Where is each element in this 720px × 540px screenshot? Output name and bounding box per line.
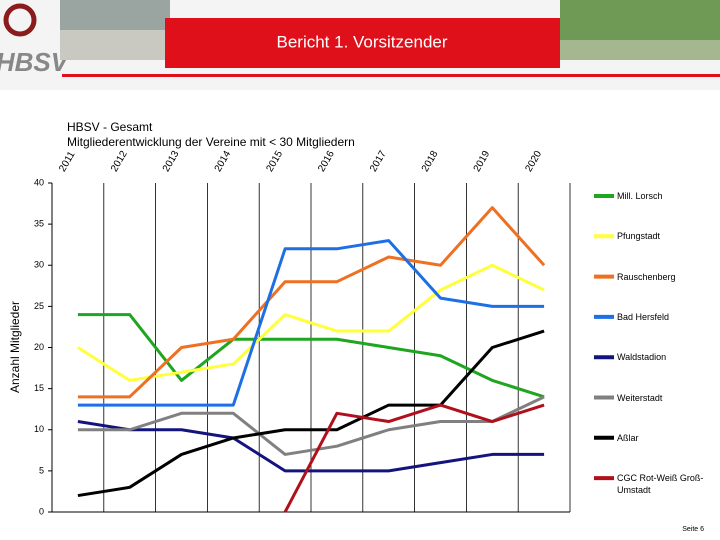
- series-line: [77, 313, 545, 399]
- x-tick-label: 2013: [161, 149, 182, 174]
- y-axis-label: Anzahl Mitglieder: [8, 301, 22, 393]
- x-tick-label: 2020: [523, 149, 544, 174]
- y-tick-label: 25: [34, 301, 44, 311]
- series-line: [77, 239, 545, 407]
- y-tick-label: 30: [34, 260, 44, 270]
- legend-label: Rauschenberg: [617, 271, 676, 282]
- x-tick-label: 2015: [264, 149, 285, 174]
- legend-label: Pfungstadt: [617, 231, 661, 242]
- chart-title: HBSV - Gesamt: [67, 120, 153, 134]
- y-tick-label: 20: [34, 342, 44, 352]
- x-tick-label: 2018: [420, 149, 441, 174]
- photo: [560, 40, 720, 60]
- x-tick-label: 2011: [57, 149, 77, 174]
- series-line: [77, 420, 545, 473]
- series-line: [283, 403, 545, 513]
- legend-label: Waldstadion: [617, 352, 667, 363]
- series-line: [77, 329, 545, 498]
- y-tick-label: 10: [34, 424, 44, 434]
- legend-label: Mill. Lorsch: [617, 191, 663, 201]
- logo: HBSV: [0, 47, 71, 77]
- x-tick-label: 2019: [472, 149, 493, 174]
- y-tick-label: 35: [34, 219, 44, 229]
- x-tick-label: 2017: [368, 149, 389, 174]
- series-line: [77, 206, 546, 399]
- page-number: Seite 6: [682, 526, 704, 533]
- legend-label: Weiterstadt: [617, 392, 663, 403]
- logo-ring: [3, 3, 37, 37]
- y-tick-label: 40: [34, 177, 44, 187]
- series-line: [77, 395, 545, 456]
- rule: [62, 74, 720, 77]
- x-tick-label: 2014: [213, 149, 234, 174]
- chart-subtitle: Mitgliederentwicklung der Vereine mit < …: [67, 135, 355, 149]
- y-tick-label: 0: [39, 506, 44, 516]
- series-line: [77, 263, 545, 382]
- slide-title: Bericht 1. Vorsitzender: [276, 32, 447, 51]
- x-tick-label: 2012: [109, 149, 130, 174]
- y-tick-label: 5: [39, 465, 44, 475]
- title-banner: [165, 18, 560, 68]
- legend-label: CGC Rot-Weiß Groß-Umstadt: [617, 473, 704, 496]
- photo: [60, 30, 170, 60]
- legend-label: Bad Hersfeld: [617, 311, 670, 322]
- y-tick-label: 15: [34, 383, 44, 393]
- legend-label: Aßlar: [617, 432, 639, 443]
- x-tick-label: 2016: [316, 149, 337, 174]
